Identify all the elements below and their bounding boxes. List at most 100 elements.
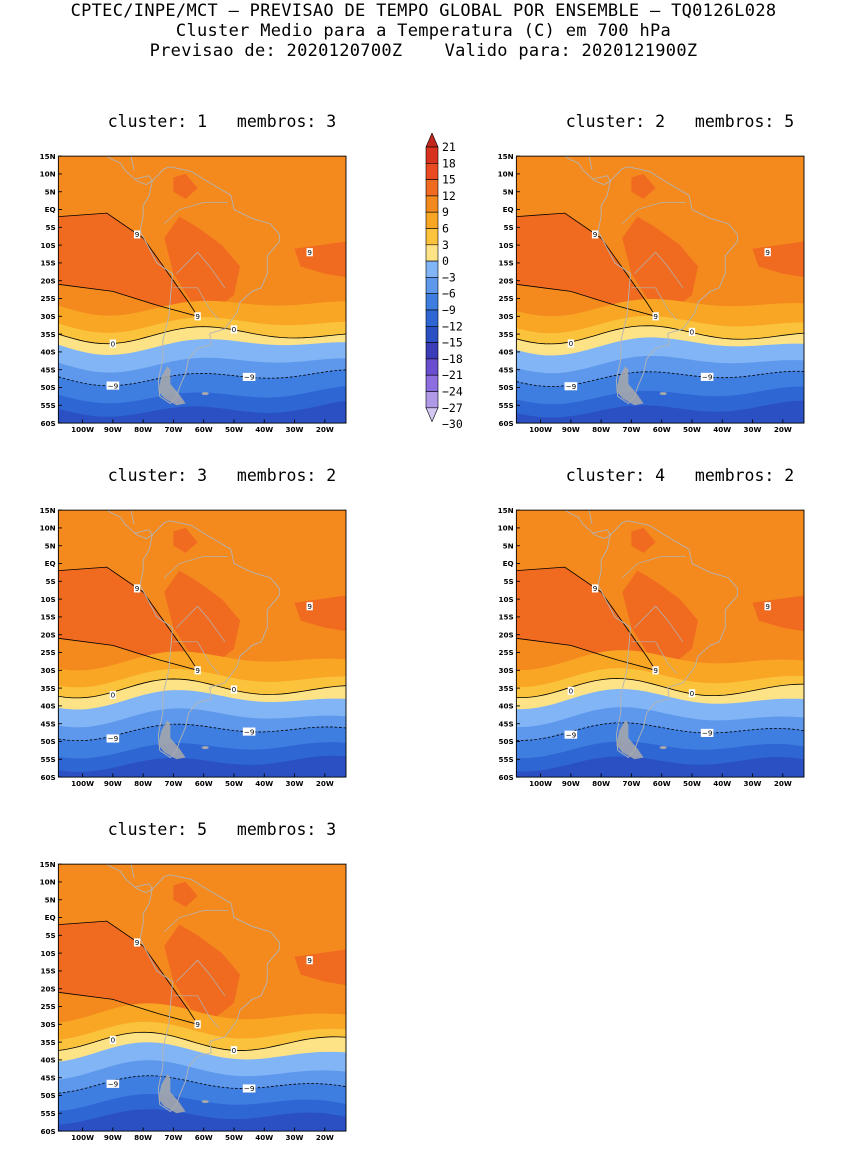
lat-tick-label: 5S bbox=[503, 577, 513, 586]
legend-label: −15 bbox=[442, 336, 463, 350]
lon-tick-label: 50W bbox=[683, 425, 701, 434]
lat-tick-label: 25S bbox=[498, 294, 513, 303]
lat-tick-label: EQ bbox=[45, 913, 56, 922]
lat-tick-label: 55S bbox=[40, 1109, 55, 1118]
map-field: 9 9 9 0 0 −9 −9 bbox=[516, 156, 804, 424]
lon-tick-label: 80W bbox=[134, 779, 152, 788]
map-panel-4: 9 9 9 0 0 −9 −9 15N 10N 5N EQ 5S 10S 15S 20S 25S 30S 35S 4… bbox=[498, 494, 805, 813]
lat-tick-label: 50S bbox=[40, 737, 55, 746]
svg-text:−9: −9 bbox=[108, 381, 119, 390]
lat-tick-label: 35S bbox=[498, 684, 513, 693]
svg-text:9: 9 bbox=[593, 230, 598, 239]
lat-tick-label: 35S bbox=[40, 1038, 55, 1047]
panel-title: cluster: 1 membros: 3 bbox=[107, 112, 337, 131]
legend-label: 12 bbox=[442, 189, 456, 203]
lat-tick-label: 35S bbox=[498, 330, 513, 339]
lon-tick-label: 20W bbox=[774, 425, 792, 434]
lat-tick-label: 15S bbox=[40, 967, 55, 976]
svg-text:9: 9 bbox=[307, 956, 312, 965]
lat-tick-label: 45S bbox=[40, 1073, 55, 1082]
contour-label: −9 bbox=[242, 373, 256, 382]
lon-tick-label: 50W bbox=[225, 1133, 243, 1142]
patagonia-terrain bbox=[616, 720, 644, 760]
contour-label: −9 bbox=[242, 1084, 256, 1093]
svg-text:0: 0 bbox=[569, 339, 574, 348]
contour-label: 0 bbox=[688, 689, 696, 698]
legend-label: −21 bbox=[442, 368, 463, 382]
lat-tick-label: 30S bbox=[498, 666, 513, 675]
lon-tick-label: 100W bbox=[71, 425, 94, 434]
svg-text:−9: −9 bbox=[702, 373, 713, 382]
contour-label: 0 bbox=[230, 325, 238, 334]
lat-tick-label: 10S bbox=[40, 595, 55, 604]
map-field: 9 9 9 0 0 −9 −9 bbox=[58, 156, 346, 424]
lat-tick-label: 5S bbox=[503, 223, 513, 232]
svg-text:0: 0 bbox=[569, 686, 574, 695]
svg-text:9: 9 bbox=[195, 666, 200, 675]
lat-tick-label: 5N bbox=[45, 895, 56, 904]
south-america-outline bbox=[139, 874, 280, 1113]
contour-label: 9 bbox=[194, 312, 201, 321]
legend-bottom-arrow bbox=[425, 407, 439, 423]
lon-tick-label: 60W bbox=[195, 779, 213, 788]
lon-tick-label: 100W bbox=[529, 779, 552, 788]
lat-tick-label: 10N bbox=[498, 170, 514, 179]
legend-label: 0 bbox=[442, 254, 449, 268]
legend-label: −24 bbox=[442, 385, 463, 399]
lon-tick-label: 70W bbox=[622, 425, 640, 434]
country-border bbox=[631, 641, 678, 675]
legend-label: −27 bbox=[442, 401, 463, 415]
lat-tick-label: 60S bbox=[498, 419, 513, 428]
contour-minus-nine bbox=[58, 1075, 346, 1094]
legend-label: −9 bbox=[442, 303, 456, 317]
contour-label: 9 bbox=[306, 602, 313, 611]
lat-tick-label: 15S bbox=[40, 259, 55, 268]
lat-tick-label: 10N bbox=[40, 524, 56, 533]
country-border bbox=[176, 605, 226, 643]
lat-tick-label: 45S bbox=[498, 719, 513, 728]
lat-tick-label: 30S bbox=[40, 666, 55, 675]
contour-label: 9 bbox=[591, 584, 599, 593]
lat-tick-label: 50S bbox=[40, 383, 55, 392]
falkland-islands bbox=[201, 392, 209, 395]
lon-tick-label: 100W bbox=[71, 1133, 94, 1142]
contour-zero bbox=[58, 1031, 346, 1051]
lat-tick-label: 30S bbox=[40, 1020, 55, 1029]
contour-label: −9 bbox=[700, 729, 714, 738]
lat-tick-label: 55S bbox=[40, 401, 55, 410]
svg-text:0: 0 bbox=[232, 1046, 237, 1055]
lon-tick-label: 20W bbox=[316, 779, 334, 788]
contour-label: 9 bbox=[133, 584, 141, 593]
lon-tick-label: 60W bbox=[195, 425, 213, 434]
lon-tick-label: 30W bbox=[286, 779, 304, 788]
contour-zero bbox=[516, 678, 804, 699]
central-america-outline bbox=[563, 156, 611, 186]
contour-minus-nine bbox=[58, 369, 346, 387]
country-border bbox=[173, 995, 220, 1029]
lon-tick-label: 30W bbox=[744, 779, 762, 788]
legend-swatch bbox=[425, 260, 439, 278]
lat-tick-label: EQ bbox=[503, 559, 514, 568]
legend-label: −30 bbox=[442, 417, 463, 431]
legend-label: 3 bbox=[442, 238, 449, 252]
falkland-islands bbox=[201, 746, 209, 749]
country-border bbox=[173, 641, 220, 675]
map-panel-2: 9 9 9 0 0 −9 −9 15N 10N 5N EQ 5S 10S 15S 20S 25S 30S 35S 4… bbox=[498, 140, 805, 459]
legend-swatch bbox=[425, 391, 439, 409]
central-america-outline bbox=[105, 510, 153, 540]
band-dark-orange-north bbox=[631, 527, 656, 553]
header-line-3: Previsao de: 2020120700Z Valido para: 20… bbox=[149, 41, 698, 61]
falkland-islands bbox=[659, 392, 667, 395]
country-border bbox=[634, 251, 684, 289]
lon-tick-label: 70W bbox=[164, 1133, 182, 1142]
contour-label: −9 bbox=[564, 730, 578, 739]
contour-label: 9 bbox=[591, 230, 599, 239]
lat-tick-label: 45S bbox=[40, 365, 55, 374]
lat-tick-label: 60S bbox=[498, 773, 513, 782]
country-border bbox=[164, 556, 228, 578]
contour-label: 0 bbox=[567, 686, 575, 695]
lat-tick-label: 40S bbox=[40, 1056, 55, 1065]
lon-tick-label: 70W bbox=[164, 779, 182, 788]
band-dark-orange-west bbox=[58, 921, 198, 1025]
lat-tick-label: 5N bbox=[45, 187, 56, 196]
